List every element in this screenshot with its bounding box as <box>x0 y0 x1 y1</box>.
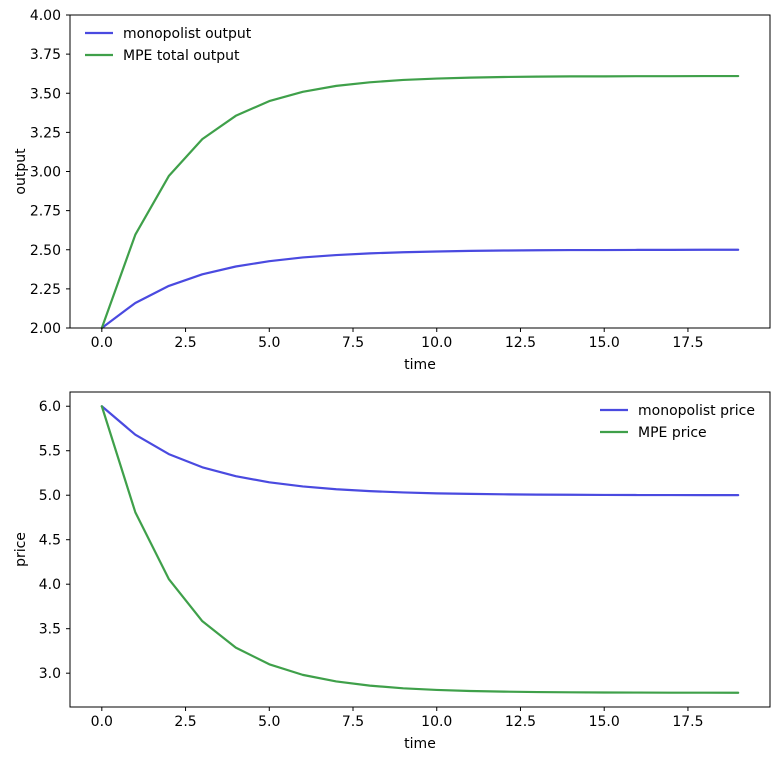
y-tick-label: 4.0 <box>39 577 61 593</box>
x-tick-label: 15.0 <box>589 335 620 351</box>
x-tick-label: 5.0 <box>258 714 280 730</box>
x-tick-label: 10.0 <box>421 335 452 351</box>
legend-label: MPE total output <box>123 48 240 64</box>
legend-label: monopolist price <box>638 403 755 419</box>
y-tick-label: 3.5 <box>39 622 61 638</box>
x-tick-label: 17.5 <box>672 714 703 730</box>
price-plot: 0.0 2.5 5.0 7.5 10.0 12.5 15.0 17.5 3.0 3.5 4.0 4.5… <box>13 391 771 752</box>
x-tick-label: 5.0 <box>258 335 280 351</box>
x-tick-label: 12.5 <box>505 335 536 351</box>
x-tick-label: 17.5 <box>672 335 703 351</box>
legend-label: MPE price <box>638 425 707 441</box>
axes-spines <box>69 391 771 708</box>
y-tick-label: 3.0 <box>39 666 61 682</box>
y-tick-label: 2.25 <box>30 282 61 298</box>
y-tick-label: 5.5 <box>39 444 61 460</box>
series-line-mpe-total-output <box>100 74 740 330</box>
y-tick-label: 3.50 <box>30 86 61 102</box>
x-axis-label: time <box>404 736 436 752</box>
legend: monopolist output MPE total output <box>85 26 252 64</box>
series-line-monopolist-price <box>100 405 740 497</box>
x-tick-label: 2.5 <box>174 335 196 351</box>
series-line-monopolist-output <box>100 248 740 330</box>
x-tick-label: 7.5 <box>342 335 364 351</box>
y-tick-label: 4.5 <box>39 533 61 549</box>
x-tick-label: 0.0 <box>91 714 113 730</box>
legend: monopolist price MPE price <box>600 403 755 441</box>
x-tick-label: 12.5 <box>505 714 536 730</box>
legend-label: monopolist output <box>123 26 252 42</box>
y-axis-label: output <box>13 148 29 195</box>
x-tick-label: 7.5 <box>342 714 364 730</box>
output-plot: 0.0 2.5 5.0 7.5 10.0 12.5 15.0 17.5 2.00 2.25 2.50… <box>13 8 771 373</box>
series-line-mpe-price <box>100 405 740 694</box>
y-tick-label: 3.00 <box>30 165 61 181</box>
x-tick-label: 2.5 <box>174 714 196 730</box>
y-tick-label: 2.00 <box>30 321 61 337</box>
y-tick-label: 2.50 <box>30 243 61 259</box>
y-axis-label: price <box>13 532 29 567</box>
x-tick-label: 15.0 <box>589 714 620 730</box>
y-tick-label: 2.75 <box>30 204 61 220</box>
x-axis-label: time <box>404 357 436 373</box>
y-tick-label: 4.00 <box>30 8 61 24</box>
x-tick-label: 0.0 <box>91 335 113 351</box>
x-tick-label: 10.0 <box>421 714 452 730</box>
y-tick-label: 3.25 <box>30 125 61 141</box>
y-tick-label: 5.0 <box>39 488 61 504</box>
y-tick-label: 6.0 <box>39 399 61 415</box>
y-tick-label: 3.75 <box>30 47 61 63</box>
